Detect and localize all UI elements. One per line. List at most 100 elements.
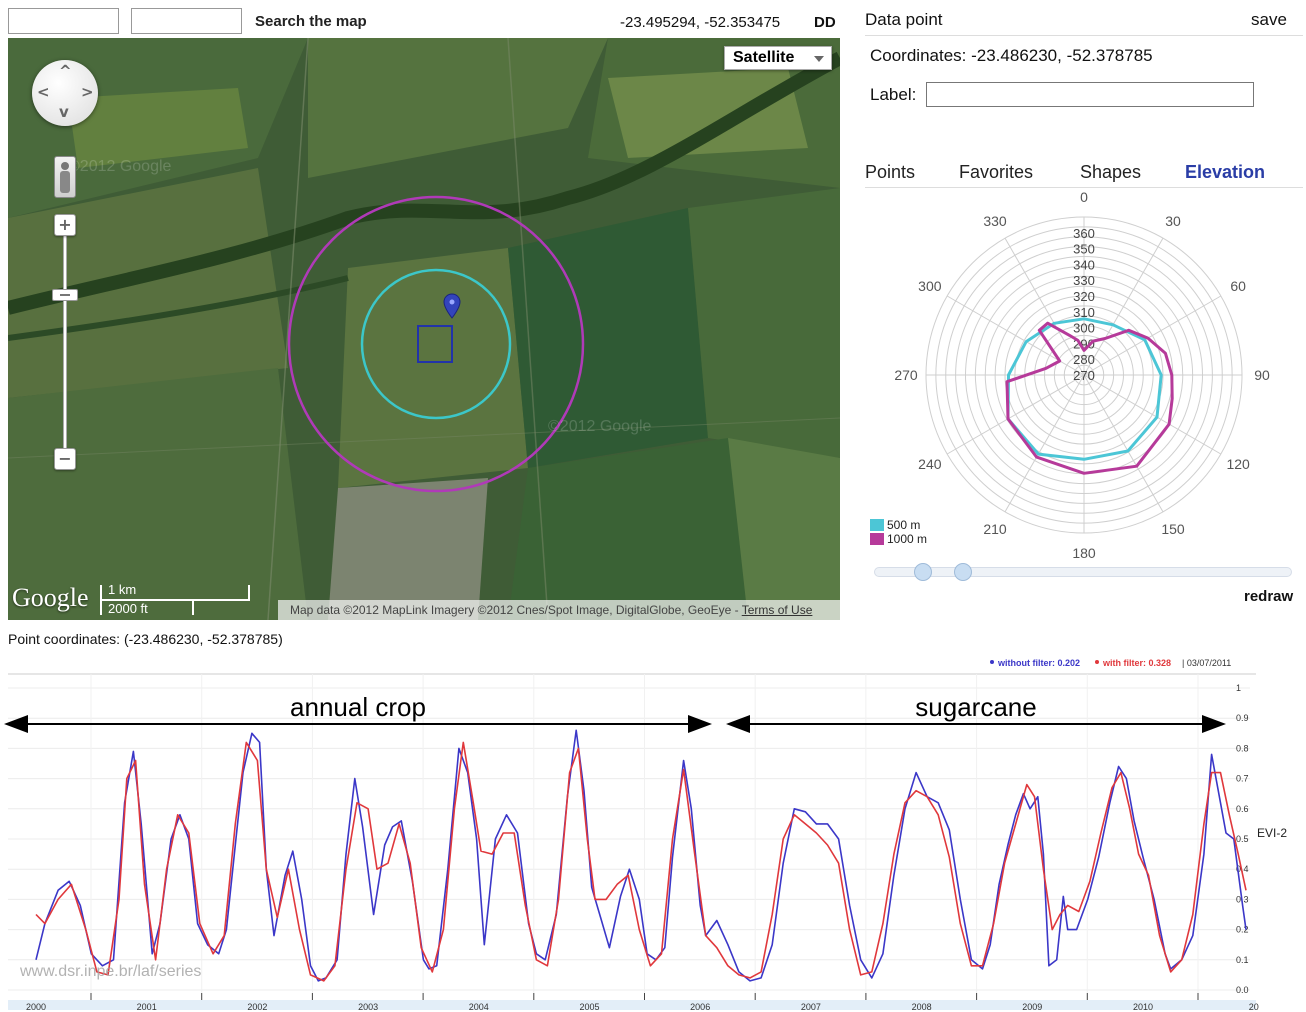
x-tick-label: 2001 bbox=[137, 1002, 157, 1012]
y-tick-label: 0.1 bbox=[1236, 955, 1249, 965]
polar-spoke bbox=[1083, 374, 1222, 455]
label-caption: Label: bbox=[870, 85, 917, 104]
zoom-slider-track[interactable] bbox=[63, 235, 67, 463]
legend-without-filter: without filter: 0.202 bbox=[997, 658, 1080, 668]
map-type-label: Satellite bbox=[733, 49, 795, 66]
satellite-map[interactable]: ©2012 Google ©2012 Google ^ < > v + − Sa… bbox=[8, 38, 840, 620]
x-tick-label: 2006 bbox=[690, 1002, 710, 1012]
polar-angle-label: 150 bbox=[1161, 521, 1185, 537]
map-type-select[interactable]: Satellite bbox=[724, 46, 832, 70]
polar-angle-label: 30 bbox=[1165, 213, 1181, 229]
label-input[interactable] bbox=[926, 82, 1254, 107]
legend-dot-without-filter bbox=[990, 660, 994, 664]
annotation-arrowhead-left bbox=[4, 715, 28, 733]
polar-angle-label: 210 bbox=[983, 521, 1007, 537]
map-marker-icon[interactable] bbox=[443, 293, 461, 319]
zoom-in-icon[interactable]: + bbox=[54, 214, 76, 236]
polar-angle-label: 300 bbox=[918, 278, 942, 294]
x-tick-label: 2009 bbox=[1022, 1002, 1042, 1012]
polar-spoke bbox=[1083, 295, 1222, 376]
data-point-panel: Data point save Coordinates: -23.486230,… bbox=[860, 0, 1306, 620]
annotation-arrowhead-left bbox=[726, 715, 750, 733]
polar-radial-label: 280 bbox=[1073, 352, 1095, 367]
slider-handle-min[interactable] bbox=[914, 563, 932, 581]
y-tick-label: 0.8 bbox=[1236, 743, 1249, 753]
polar-radial-label: 360 bbox=[1073, 226, 1095, 241]
legend-label: 500 m bbox=[887, 518, 921, 532]
latitude-input[interactable] bbox=[8, 8, 119, 34]
legend-item: 500 m bbox=[870, 518, 927, 532]
x-tick-label: 2000 bbox=[26, 1002, 46, 1012]
legend-item: 1000 m bbox=[870, 532, 927, 546]
y-tick-label: 0.5 bbox=[1236, 834, 1249, 844]
tab-elevation[interactable]: Elevation bbox=[1185, 162, 1266, 182]
polar-angle-label: 330 bbox=[983, 213, 1007, 229]
polar-spoke bbox=[946, 295, 1085, 376]
legend-swatch bbox=[870, 519, 884, 531]
polar-radial-label: 300 bbox=[1073, 321, 1095, 336]
plot-area bbox=[8, 674, 1256, 1000]
polar-series-1000-m bbox=[1005, 321, 1174, 475]
y-tick-label: 0.2 bbox=[1236, 925, 1249, 935]
panel-tabs: Points Favorites Shapes Elevation bbox=[865, 162, 1303, 188]
pan-control-icon[interactable]: ^ < > v bbox=[32, 60, 98, 126]
polar-spoke bbox=[946, 374, 1085, 455]
polar-spoke bbox=[1083, 374, 1164, 513]
polar-angle-label: 180 bbox=[1072, 545, 1096, 561]
chevron-down-icon bbox=[814, 56, 824, 62]
cursor-coordinates: -23.495294, -52.353475 bbox=[620, 14, 781, 31]
polar-spoke bbox=[1083, 237, 1164, 376]
polar-radial-label: 350 bbox=[1073, 242, 1095, 257]
chart-watermark: www.dsr.inpe.br/laf/series bbox=[19, 963, 201, 980]
inner-buffer-circle bbox=[360, 268, 512, 420]
y-tick-label: 0.0 bbox=[1236, 985, 1249, 995]
x-tick-label: 2007 bbox=[801, 1002, 821, 1012]
time-series-title: Point coordinates: (-23.486230, -52.3787… bbox=[8, 631, 283, 647]
redraw-button[interactable]: redraw bbox=[1244, 588, 1294, 605]
zoom-slider-handle[interactable] bbox=[52, 289, 78, 301]
save-button[interactable]: save bbox=[1251, 10, 1287, 29]
polar-radial-label: 330 bbox=[1073, 273, 1095, 288]
polar-legend: 500 m 1000 m bbox=[870, 518, 927, 546]
annotation-label: sugarcane bbox=[915, 692, 1036, 722]
attribution-text: Map data ©2012 MapLink Imagery ©2012 Cne… bbox=[290, 603, 742, 617]
map-attribution: Map data ©2012 MapLink Imagery ©2012 Cne… bbox=[278, 600, 840, 620]
polar-radial-label: 310 bbox=[1073, 305, 1095, 320]
polar-spoke bbox=[1004, 237, 1085, 376]
y-tick-label: 0.6 bbox=[1236, 804, 1249, 814]
slider-handle-max[interactable] bbox=[954, 563, 972, 581]
x-tick-label: 2005 bbox=[579, 1002, 599, 1012]
y-tick-label: 0.9 bbox=[1236, 713, 1249, 723]
x-tick-label: 2004 bbox=[469, 1002, 489, 1012]
search-map-button[interactable]: Search the map bbox=[255, 13, 367, 30]
terms-of-use-link[interactable]: Terms of Use bbox=[741, 603, 813, 617]
polar-angle-label: 60 bbox=[1230, 278, 1246, 294]
y-axis-label: EVI-2 bbox=[1257, 826, 1287, 840]
map-watermark: ©2012 Google bbox=[68, 158, 172, 175]
polar-radial-label: 320 bbox=[1073, 289, 1095, 304]
tab-points[interactable]: Points bbox=[865, 162, 916, 182]
pegman-icon[interactable] bbox=[54, 156, 76, 198]
map-scale: 1 km 2000 ft bbox=[100, 582, 250, 616]
annotation-arrowhead-right bbox=[688, 715, 712, 733]
longitude-input[interactable] bbox=[131, 8, 242, 34]
point-coordinates-text: Coordinates: -23.486230, -52.378785 bbox=[870, 46, 1153, 65]
polar-angle-label: 0 bbox=[1080, 190, 1088, 205]
coordinate-format-toggle[interactable]: DD bbox=[814, 14, 836, 31]
range-slider[interactable] bbox=[874, 563, 1292, 581]
zoom-out-icon[interactable]: − bbox=[54, 448, 76, 470]
polar-angle-label: 270 bbox=[894, 367, 918, 383]
x-axis-band bbox=[8, 1000, 1256, 1010]
polar-spoke bbox=[1004, 374, 1085, 513]
elevation-polar-chart: 0 30 60 90 120 150 180 210 240 270 300 330 360350340… bbox=[894, 190, 1270, 561]
tab-shapes[interactable]: Shapes bbox=[1080, 162, 1142, 182]
polar-angle-label: 90 bbox=[1254, 367, 1270, 383]
legend-swatch bbox=[870, 533, 884, 545]
legend-dot-with-filter bbox=[1095, 660, 1099, 664]
tab-favorites[interactable]: Favorites bbox=[959, 162, 1034, 182]
x-tick-label: 2010 bbox=[1133, 1002, 1153, 1012]
map-search-bar: Search the map -23.495294, -52.353475 DD bbox=[8, 8, 840, 36]
slider-track bbox=[874, 567, 1292, 577]
annotation-arrowhead-right bbox=[1202, 715, 1226, 733]
